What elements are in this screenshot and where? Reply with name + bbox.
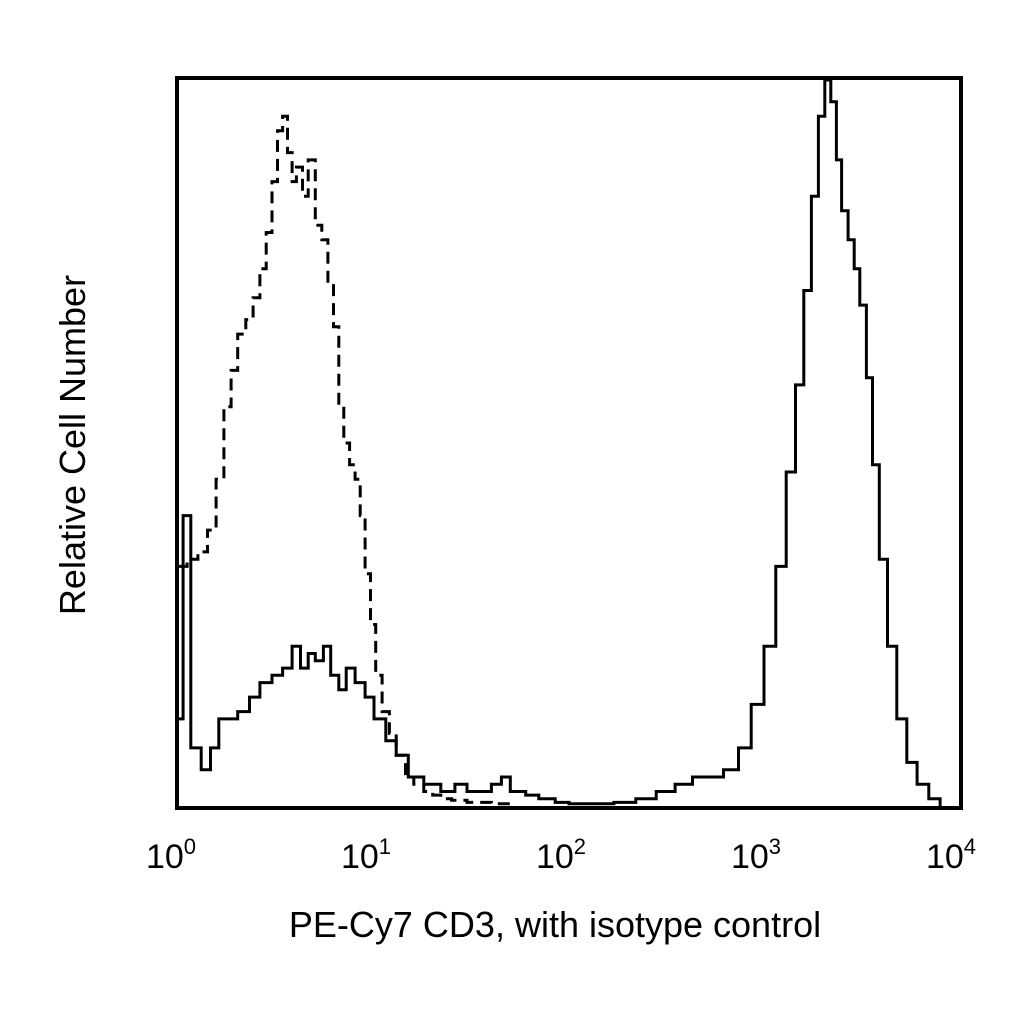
x-tick-label-1: 101	[341, 834, 391, 876]
x-tick-label-0: 100	[146, 834, 196, 876]
x-tick-label-3: 103	[731, 834, 781, 876]
plot-frame	[175, 76, 963, 810]
x-axis-label: PE-Cy7 CD3, with isotype control	[289, 904, 821, 945]
series-layer	[179, 78, 942, 806]
y-axis-label: Relative Cell Number	[52, 275, 93, 615]
x-tick-label-2: 102	[536, 834, 586, 876]
x-tick-label-4: 104	[926, 834, 976, 876]
series-cd3-line	[179, 78, 942, 806]
series-isotype-control-line	[179, 114, 512, 806]
x-tick-labels: 100 101 102 103 104	[146, 834, 976, 876]
